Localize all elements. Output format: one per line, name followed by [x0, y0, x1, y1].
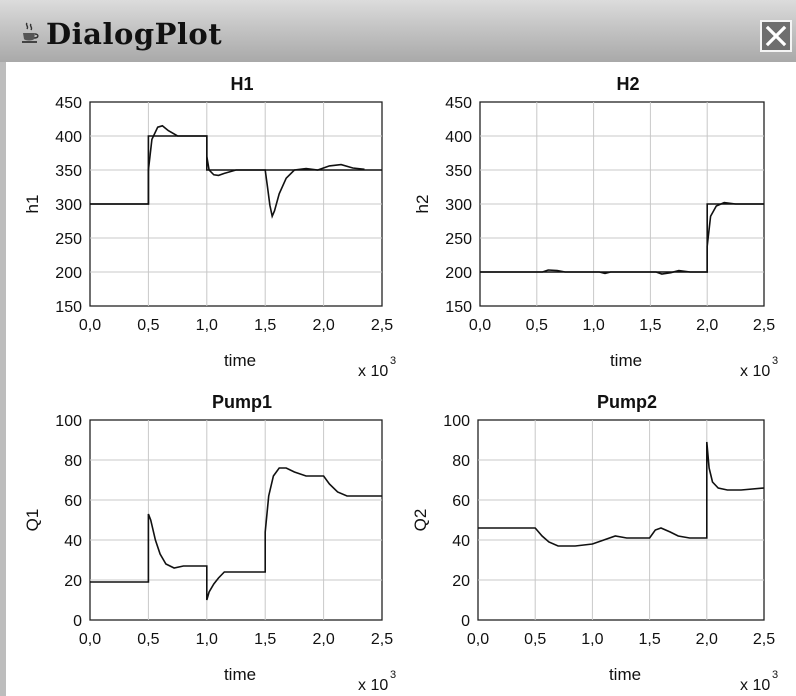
- series-line-1: [478, 441, 765, 547]
- y-tick-label: 20: [452, 573, 470, 590]
- chart-h1: 0,0 0,5 1,0 1,5 2,0 2,5 450 400 350 300 250 200 150 H…: [23, 74, 396, 380]
- close-button[interactable]: [760, 20, 792, 52]
- y-tick-label: 60: [452, 493, 470, 510]
- java-cup-icon: [22, 22, 39, 43]
- plot-frame: [89, 419, 383, 621]
- y-tick-label: 450: [55, 95, 82, 112]
- y-tick-label: 60: [64, 493, 82, 510]
- x-multiplier-label: x 10: [358, 677, 388, 694]
- window-title: DialogPlot: [46, 17, 223, 51]
- x-tick-label: 1,0: [196, 317, 218, 334]
- x-axis-label: time: [224, 665, 256, 684]
- x-tick-label: 0,5: [137, 631, 159, 648]
- x-tick-label: 0,0: [79, 317, 101, 334]
- x-multiplier-exponent: 3: [772, 669, 778, 681]
- chart-h2: 0,0 0,5 1,0 1,5 2,0 2,5 450 400 350 300 250 200 150 H…: [413, 74, 778, 380]
- y-axis-label: Q2: [411, 509, 430, 532]
- y-tick-label: 80: [64, 453, 82, 470]
- series-line-1: [480, 201, 764, 275]
- x-tick-label: 0,0: [79, 631, 101, 648]
- x-tick-label: 2,5: [753, 631, 775, 648]
- x-multiplier-exponent: 3: [772, 355, 778, 367]
- x-tick-label: 2,5: [371, 631, 393, 648]
- y-tick-label: 450: [445, 95, 472, 112]
- y-axis-label: h2: [413, 195, 432, 214]
- y-tick-label: 0: [73, 613, 82, 630]
- y-tick-label: 40: [452, 533, 470, 550]
- x-tick-label: 1,0: [582, 317, 604, 334]
- plot-frame: [477, 419, 765, 621]
- series-line-1: [90, 467, 382, 601]
- y-tick-label: 80: [452, 453, 470, 470]
- y-tick-label: 20: [64, 573, 82, 590]
- y-tick-label: 100: [443, 413, 470, 430]
- x-tick-label: 2,0: [312, 631, 334, 648]
- y-tick-label: 300: [445, 197, 472, 214]
- y-tick-label: 300: [55, 197, 82, 214]
- y-tick-label: 150: [445, 299, 472, 316]
- y-tick-label: 250: [55, 231, 82, 248]
- plots-canvas: 0,0 0,5 1,0 1,5 2,0 2,5450400350300250200150H…: [23, 74, 778, 694]
- x-tick-label: 1,0: [581, 631, 603, 648]
- y-axis-label: h1: [23, 195, 42, 214]
- x-tick-label: 1,5: [638, 631, 660, 648]
- x-tick-label: 2,0: [312, 317, 334, 334]
- y-tick-label: 200: [445, 265, 472, 282]
- y-axis-label: Q1: [23, 509, 42, 532]
- close-x-icon: [765, 25, 787, 47]
- x-multiplier-label: x 10: [358, 363, 388, 380]
- x-axis-label: time: [224, 351, 256, 370]
- x-tick-label: 0,5: [137, 317, 159, 334]
- title-bar[interactable]: DialogPlot: [0, 0, 796, 63]
- y-tick-label: 350: [445, 163, 472, 180]
- y-tick-label: 150: [55, 299, 82, 316]
- y-tick-label: 400: [445, 129, 472, 146]
- x-tick-label: 1,5: [254, 631, 276, 648]
- x-multiplier-label: x 10: [740, 677, 770, 694]
- x-tick-label: 2,0: [696, 317, 718, 334]
- x-multiplier-exponent: 3: [390, 669, 396, 681]
- y-tick-label: 250: [445, 231, 472, 248]
- y-tick-label: 0: [461, 613, 470, 630]
- x-tick-label: 2,5: [753, 317, 775, 334]
- chart-pump2: 0,0 0,5 1,0 1,5 2,0 2,5 100 80 60 40 20 0 Pump2 time Q…: [411, 392, 778, 694]
- y-tick-label: 200: [55, 265, 82, 282]
- x-tick-label: 0,5: [524, 631, 546, 648]
- chart-title: H1: [230, 74, 253, 94]
- y-tick-label: 100: [55, 413, 82, 430]
- y-tick-label: 350: [55, 163, 82, 180]
- series-line-2: [480, 203, 764, 273]
- x-tick-label: 1,5: [639, 317, 661, 334]
- x-axis-label: time: [609, 665, 641, 684]
- x-tick-label: 0,0: [469, 317, 491, 334]
- x-tick-label: 2,0: [696, 631, 718, 648]
- chart-pump1: 0,0 0,5 1,0 1,5 2,0 2,5 100 80 60 40 20 0 Pump1 time Q…: [23, 392, 396, 694]
- x-tick-label: 1,5: [254, 317, 276, 334]
- chart-title: Pump2: [597, 392, 657, 412]
- series-line-2: [90, 135, 382, 205]
- chart-title: H2: [616, 74, 639, 94]
- x-multiplier-exponent: 3: [390, 355, 396, 367]
- y-tick-label: 400: [55, 129, 82, 146]
- x-tick-label: 0,0: [467, 631, 489, 648]
- x-tick-label: 0,5: [526, 317, 548, 334]
- y-tick-label: 40: [64, 533, 82, 550]
- window-border: [0, 62, 6, 696]
- chart-title: Pump1: [212, 392, 272, 412]
- x-multiplier-label: x 10: [740, 363, 770, 380]
- x-tick-label: 2,5: [371, 317, 393, 334]
- x-tick-label: 1,0: [196, 631, 218, 648]
- x-axis-label: time: [610, 351, 642, 370]
